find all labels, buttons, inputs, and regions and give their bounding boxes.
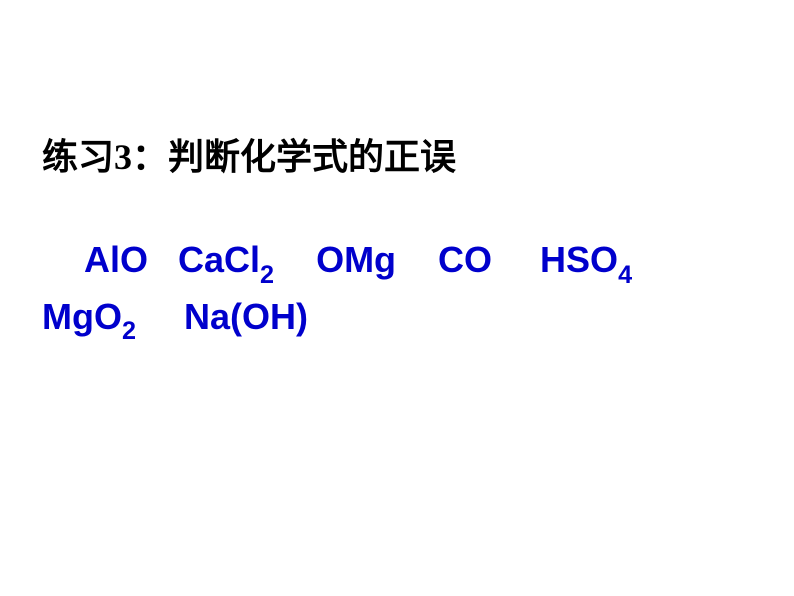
formula-list: AlOCaCl2OMgCOHSO4 MgO2Na(OH) bbox=[42, 234, 752, 347]
formula-cacl2: CaCl2 bbox=[178, 239, 274, 280]
formula-mgo2-sub: 2 bbox=[122, 317, 136, 345]
slide-content: 练习3：判断化学式的正误 AlOCaCl2OMgCOHSO4 MgO2Na(OH… bbox=[0, 0, 794, 347]
formula-alo: AlO bbox=[84, 239, 148, 280]
formula-line-1: AlO CaCl2 OMg CO HSO4 bbox=[42, 234, 752, 291]
formula-co: CO bbox=[438, 239, 492, 280]
formula-line-2: MgO2 Na(OH) bbox=[42, 291, 752, 348]
formula-hso4: HSO4 bbox=[540, 239, 632, 280]
formula-hso4-sub: 4 bbox=[618, 261, 632, 289]
formula-hso4-base: HSO bbox=[540, 239, 618, 280]
formula-mgo2-base: MgO bbox=[42, 296, 122, 337]
formula-cacl2-base: CaCl bbox=[178, 239, 260, 280]
formula-naoh: Na(OH) bbox=[184, 296, 308, 337]
formula-omg: OMg bbox=[316, 239, 396, 280]
formula-mgo2: MgO2 bbox=[42, 296, 136, 337]
formula-cacl2-sub: 2 bbox=[260, 261, 274, 289]
exercise-title: 练习3：判断化学式的正误 bbox=[42, 128, 752, 180]
